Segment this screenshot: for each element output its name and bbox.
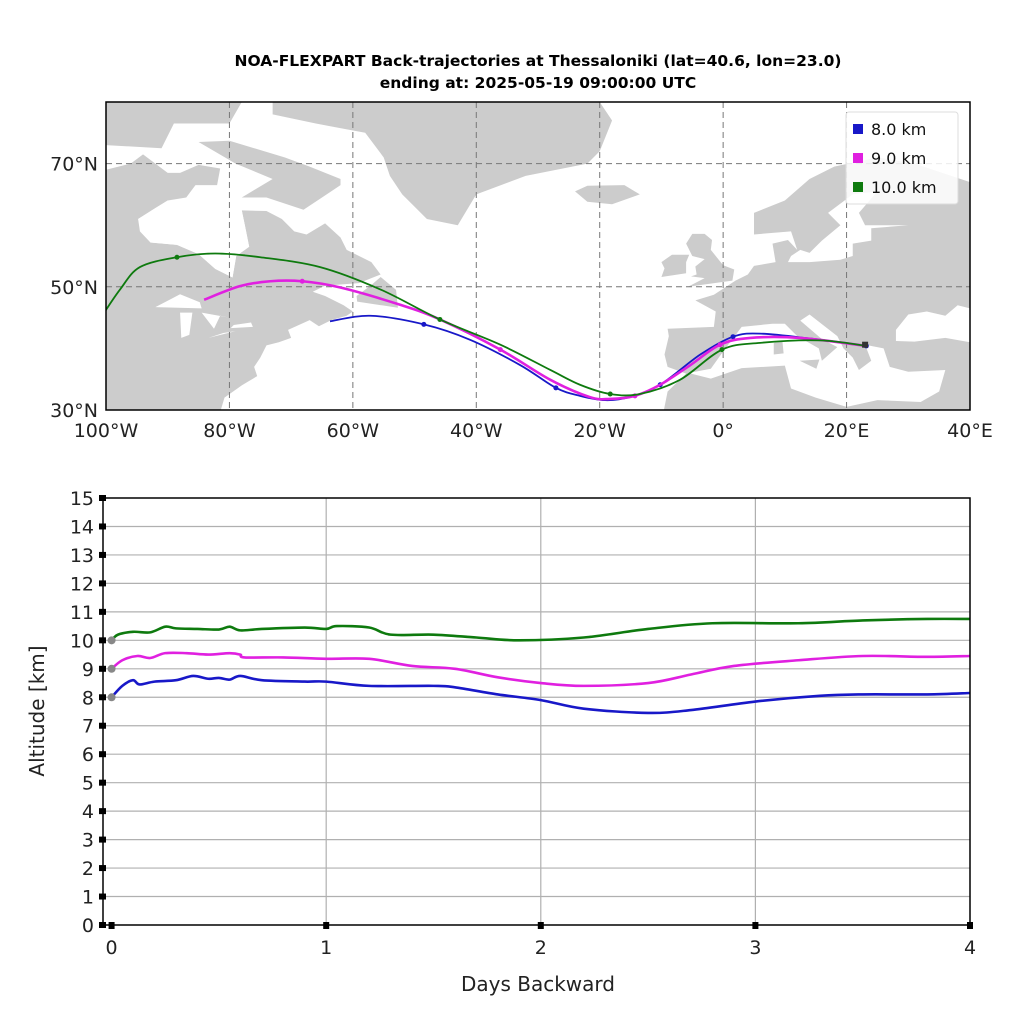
y-tick-label: 4 — [82, 801, 94, 823]
altitude-frame — [102, 497, 971, 926]
y-tick-label: 10 — [70, 630, 94, 652]
land-greenland — [272, 102, 613, 226]
y-tick-label: 15 — [70, 488, 94, 510]
x-axis-label: Days Backward — [461, 972, 615, 996]
y-axis-label: Altitude [km] — [25, 645, 49, 776]
y-tick-label: 0 — [82, 915, 94, 937]
map-lon-tick-label: 20°W — [573, 420, 626, 442]
x-tick-label: 0 — [106, 937, 118, 959]
y-tick-label: 8 — [82, 687, 94, 709]
map-lat-tick-label: 70°N — [50, 154, 98, 176]
map-lon-tick-label: 0° — [712, 420, 734, 442]
trajectory-marker-magenta — [299, 278, 305, 284]
altitude-start-marker — [107, 636, 116, 645]
altitude-start-marker — [107, 693, 116, 702]
land-north-america — [106, 154, 381, 410]
legend-swatch-blue — [853, 124, 863, 134]
altitude-start-marker — [107, 664, 116, 673]
great-lake — [155, 294, 202, 309]
x-tick-label: 1 — [320, 937, 332, 959]
release-point-marker — [862, 341, 869, 348]
great-lake — [201, 312, 230, 329]
chart-title-line1: NOA-FLEXPART Back-trajectories at Thessa… — [235, 52, 842, 70]
trajectory-marker-green — [174, 254, 180, 260]
y-tick-label: 2 — [82, 858, 94, 880]
land-baffin-island — [198, 140, 341, 210]
legend-swatch-green — [853, 182, 863, 192]
altitude-line-green — [110, 617, 971, 642]
map-lat-tick-label: 30°N — [50, 400, 98, 422]
great-lake — [230, 322, 253, 329]
trajectory-marker-blue — [553, 385, 559, 391]
land-sicily — [799, 359, 820, 369]
legend-box — [845, 111, 959, 205]
land-sardinia — [773, 341, 784, 355]
map-lon-tick-label: 60°W — [327, 420, 380, 442]
map-lon-tick-label: 40°E — [947, 420, 993, 442]
great-lake — [180, 312, 193, 338]
x-tick-label: 2 — [535, 937, 547, 959]
map-lon-tick-label: 40°W — [450, 420, 503, 442]
map-frame — [105, 101, 971, 411]
y-tick-label: 1 — [82, 887, 94, 909]
y-tick-label: 3 — [82, 830, 94, 852]
trajectory-marker-green — [607, 391, 613, 397]
land-iceland — [575, 185, 640, 205]
trajectory-marker-green — [719, 347, 725, 353]
legend-label: 10.0 km — [871, 178, 937, 197]
y-tick-label: 14 — [70, 516, 94, 538]
y-tick-label: 13 — [70, 545, 94, 567]
land-arctic-islands — [106, 102, 242, 149]
map-lon-tick-label: 80°W — [203, 420, 256, 442]
y-tick-label: 6 — [82, 744, 94, 766]
trajectory-marker-magenta — [497, 347, 503, 353]
y-tick-label: 12 — [70, 573, 94, 595]
legend: 8.0 km 9.0 km 10.0 km — [845, 111, 959, 205]
y-tick-label: 11 — [70, 602, 94, 624]
map-lon-tick-label: 20°E — [824, 420, 870, 442]
sea-baltic — [787, 191, 909, 263]
y-tick-label: 7 — [82, 716, 94, 738]
y-tick-label: 5 — [82, 773, 94, 795]
land-great-britain — [686, 233, 735, 287]
x-tick-label: 4 — [964, 937, 976, 959]
sea-black-sea — [895, 305, 970, 343]
altitude-line-blue — [110, 674, 971, 715]
map-lat-tick-label: 50°N — [50, 277, 98, 299]
hudson-bay — [138, 200, 250, 278]
trajectory-marker-magenta — [717, 342, 723, 348]
map-lon-tick-label: 100°W — [74, 420, 139, 442]
legend-swatch-magenta — [853, 153, 863, 163]
chart-title-line2: ending at: 2025-05-19 09:00:00 UTC — [380, 74, 697, 92]
great-lake — [208, 331, 236, 338]
trajectory-marker-green — [437, 316, 443, 322]
altitude-line-magenta — [110, 651, 971, 688]
land-ireland — [661, 254, 690, 277]
trajectory-marker-blue — [421, 321, 427, 327]
map-area — [106, 102, 970, 410]
legend-label: 9.0 km — [871, 149, 926, 168]
y-tick-label: 9 — [82, 659, 94, 681]
x-tick-label: 3 — [749, 937, 761, 959]
trajectory-map: 100°W 80°W 60°W 40°W 20°W 0° 20°E 40°E 30°N 50°N 7… — [50, 101, 993, 442]
trajectory-marker-blue — [730, 334, 736, 340]
legend-label: 8.0 km — [871, 120, 926, 139]
